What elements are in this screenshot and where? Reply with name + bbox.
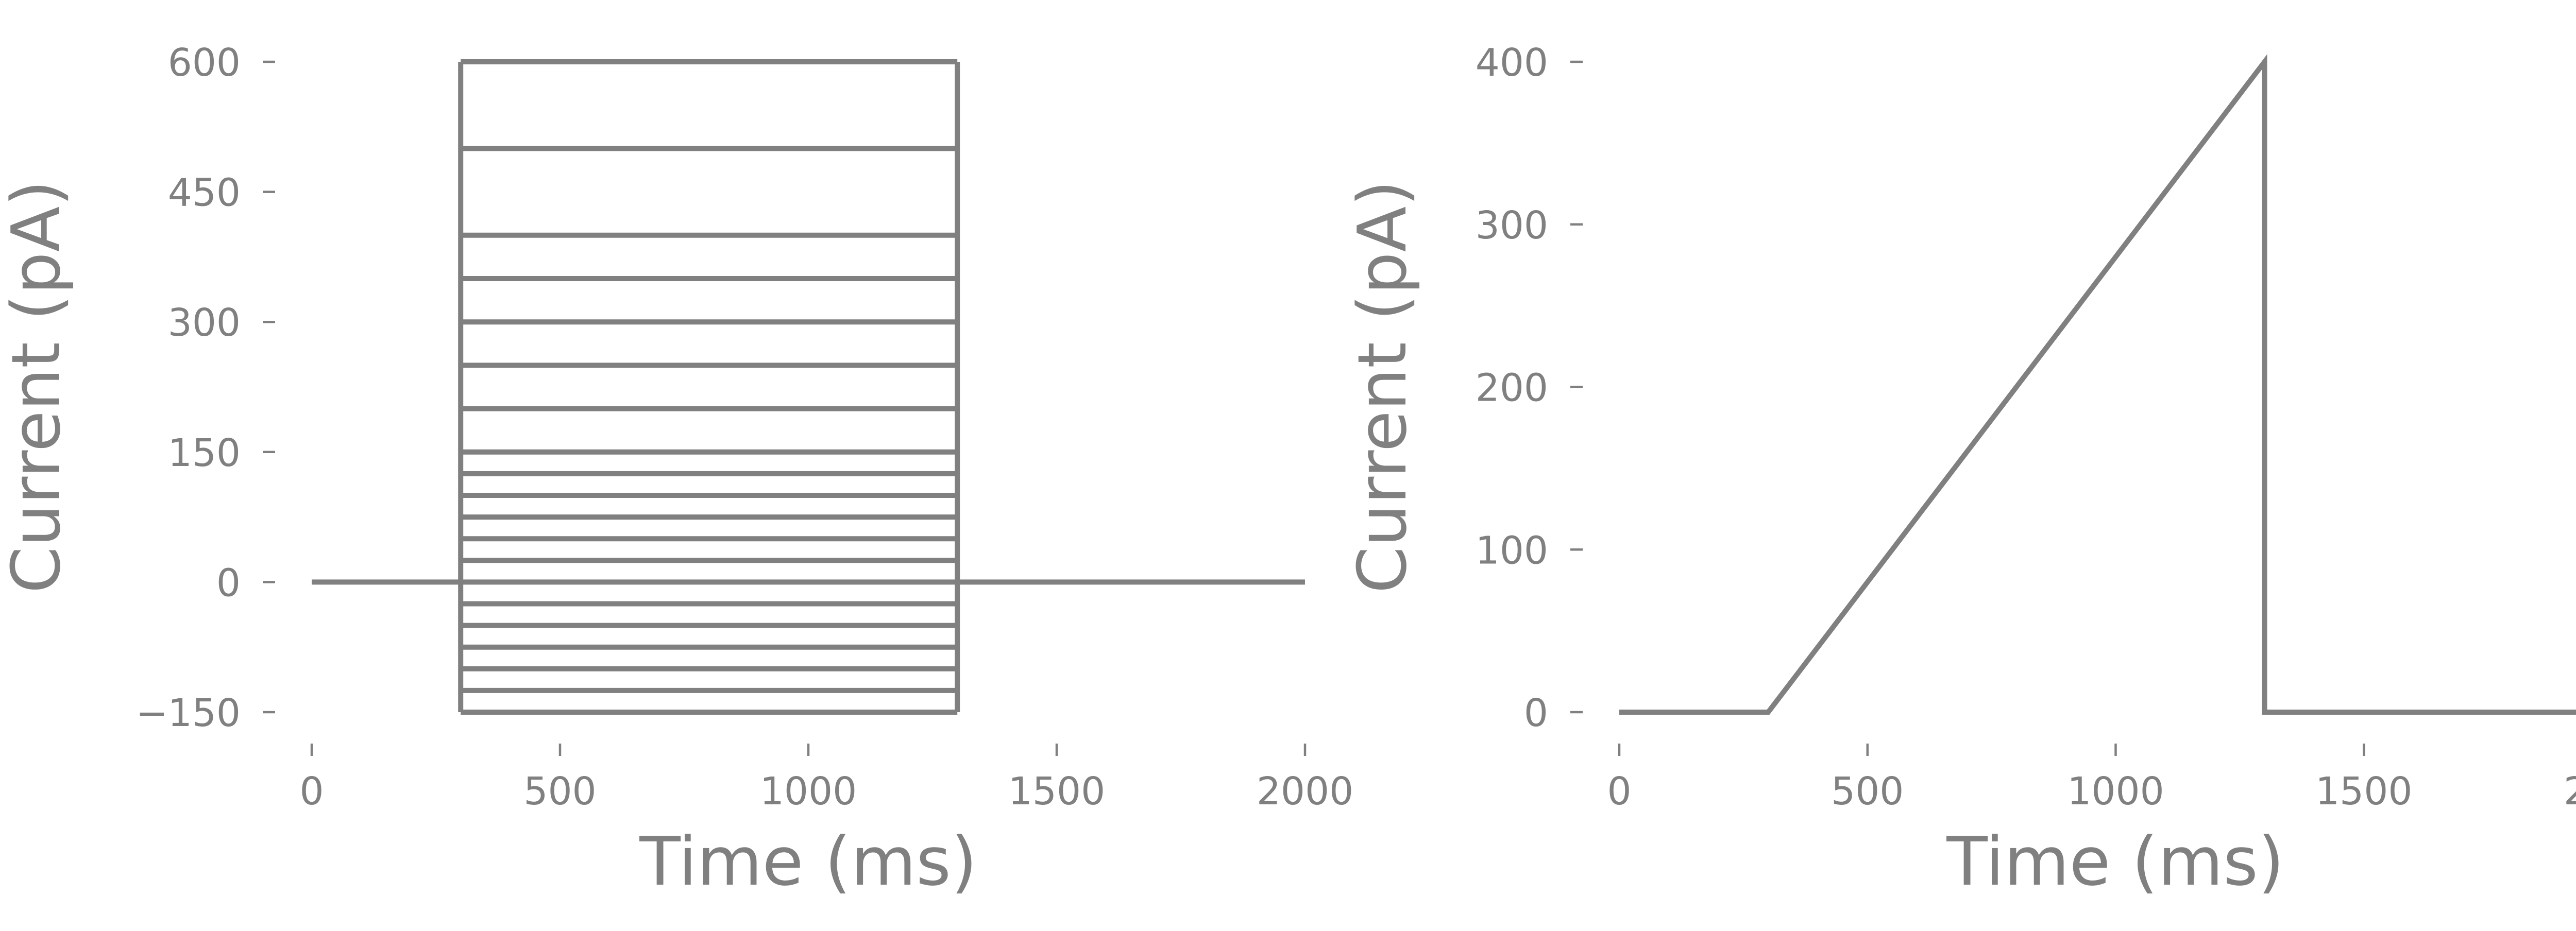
- x-axis-label: Time (ms): [639, 822, 977, 901]
- x-tick-label: 2000: [1257, 769, 1353, 814]
- x-tick-label: 1500: [2315, 769, 2412, 814]
- y-tick-label: 100: [1476, 528, 1548, 573]
- y-tick-label: 200: [1476, 366, 1548, 410]
- x-tick-label: 0: [1607, 769, 1631, 814]
- x-tick-label: 0: [299, 769, 324, 814]
- x-tick-label: 1000: [2067, 769, 2164, 814]
- y-tick-label: 0: [216, 561, 241, 605]
- x-tick-label: 2000: [2564, 769, 2576, 814]
- x-tick-label: 500: [1831, 769, 1904, 814]
- y-tick-label: 300: [1476, 203, 1548, 248]
- y-axis-label: Current (pA): [0, 180, 75, 593]
- y-tick-label: 450: [168, 171, 241, 215]
- step-protocol-panel: −150 0 150 300 450 600 0 500 1000 1500 2000 Time (m…: [0, 41, 1353, 901]
- ramp-trace: [1619, 54, 2576, 715]
- x-tick-label: 1000: [760, 769, 857, 814]
- y-tick-label: 400: [1476, 41, 1548, 85]
- y-tick-label: 150: [168, 431, 241, 475]
- ramp-protocol-panel: 0 100 200 300 400 0 500 1000 1500 2000 Time (ms) Cu…: [1343, 41, 2576, 901]
- x-tick-label: 500: [523, 769, 596, 814]
- y-tick-label: 300: [168, 301, 241, 345]
- y-tick-label: 0: [1524, 691, 1548, 735]
- y-axis-label: Current (pA): [1343, 180, 1421, 593]
- x-axis-label: Time (ms): [1946, 822, 2284, 901]
- x-tick-label: 1500: [1008, 769, 1105, 814]
- y-tick-label: −150: [136, 691, 241, 735]
- y-tick-label: 600: [168, 41, 241, 85]
